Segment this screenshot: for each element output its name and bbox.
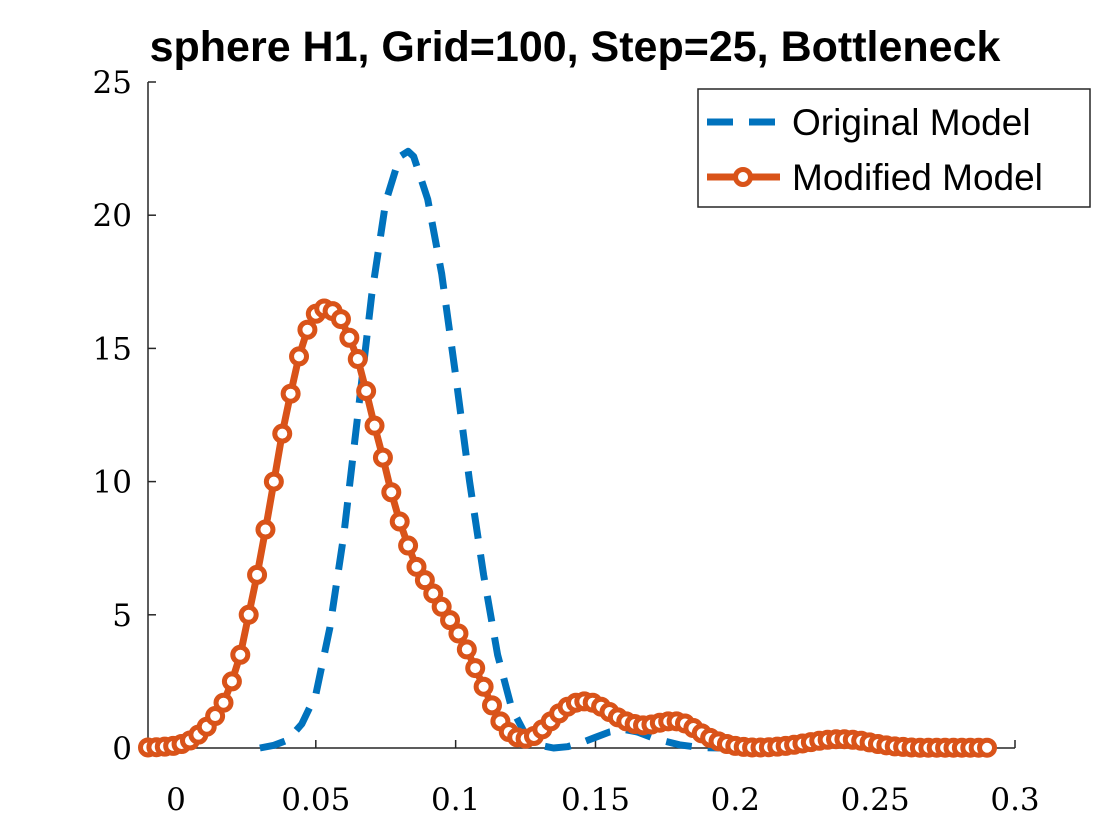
data-point-series-2 (238, 604, 259, 625)
y-tick-label: 0 (112, 731, 132, 767)
legend-label-1: Original Model (792, 102, 1031, 143)
data-point-series-2 (482, 695, 503, 716)
axes: 0 0.05 0.1 0.15 0.2 0.25 0.3 0 5 10 15 20 25 (93, 65, 1040, 818)
data-point-series-2 (272, 423, 293, 444)
data-point-series-2 (389, 511, 410, 532)
data-point-series-2 (473, 676, 494, 697)
data-point-series-2 (221, 671, 242, 692)
plot-area (138, 147, 998, 758)
data-point-series-2 (414, 570, 435, 591)
y-tick-label: 25 (93, 65, 132, 101)
legend-label-2: Modified Model (792, 157, 1043, 198)
data-point-series-2 (977, 737, 998, 758)
x-tick-label: 0.15 (561, 782, 630, 818)
x-tick-label: 0.3 (990, 782, 1039, 818)
data-point-series-2 (372, 447, 393, 468)
data-point-series-2 (205, 706, 226, 727)
data-point-series-2 (456, 639, 477, 660)
data-point-series-2 (330, 309, 351, 330)
data-point-series-2 (356, 381, 377, 402)
data-point-series-2 (297, 319, 318, 340)
data-point-series-2 (406, 556, 427, 577)
data-point-series-2 (398, 535, 419, 556)
y-tick-label: 20 (93, 198, 132, 234)
data-point-series-2 (347, 349, 368, 370)
data-point-series-2 (280, 383, 301, 404)
data-point-series-2 (440, 610, 461, 631)
legend-box (697, 88, 1091, 208)
legend-marker-2 (733, 167, 753, 187)
x-tick-label: 0 (166, 782, 186, 818)
legend: Original Model Modified Model (697, 88, 1091, 208)
x-tick-label: 0.05 (281, 782, 350, 818)
data-point-series-2 (448, 623, 469, 644)
y-tick-label: 10 (93, 465, 132, 501)
data-point-series-2 (339, 327, 360, 348)
data-point-series-2 (465, 658, 486, 679)
data-point-series-2 (230, 644, 251, 665)
data-point-series-2 (364, 415, 385, 436)
data-point-series-2 (381, 482, 402, 503)
data-point-series-2 (431, 596, 452, 617)
data-point-series-2 (289, 346, 310, 367)
x-tick-label: 0.1 (431, 782, 480, 818)
data-point-series-2 (247, 564, 268, 585)
y-tick-label: 15 (93, 331, 132, 367)
data-point-series-2 (263, 471, 284, 492)
chart-title: sphere H1, Grid=100, Step=25, Bottleneck (150, 23, 1001, 71)
x-tick-label: 0.25 (841, 782, 910, 818)
data-point-series-2 (255, 519, 276, 540)
y-tick-label: 5 (112, 598, 132, 634)
x-tick-label: 0.2 (711, 782, 760, 818)
data-point-series-2 (423, 583, 444, 604)
data-point-series-2 (213, 692, 234, 713)
